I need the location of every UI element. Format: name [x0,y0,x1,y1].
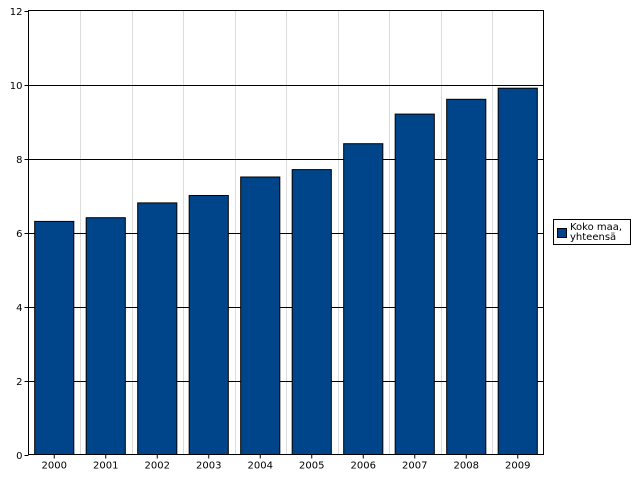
legend-swatch [557,228,567,238]
bar-2008 [446,98,487,456]
x-tick-label: 2001 [93,461,118,472]
bars [34,87,538,456]
x-tick-label: 2002 [145,461,170,472]
bar-2003 [188,195,229,455]
bar-2000 [34,220,75,455]
y-tick-label: 4 [16,303,22,314]
x-axis-ticks: 2000 2001 2002 2003 2004 2005 2006 2007 2008 2009 [42,454,530,472]
bar-2002 [137,202,178,455]
y-tick-label: 2 [16,377,22,388]
x-tick-label: 2000 [42,461,67,472]
bar-2007 [394,113,435,455]
legend-label: Koko maa, yhteensä [570,222,623,243]
x-tick-label: 2004 [248,461,273,472]
x-tick-label: 2008 [454,461,479,472]
y-tick-label: 8 [16,155,22,166]
x-tick-label: 2007 [402,461,427,472]
x-tick-label: 2003 [196,461,221,472]
y-tick-label: 0 [16,451,22,462]
x-tick-label: 2005 [299,461,324,472]
plot-area-frame [28,10,544,455]
bar-2009 [497,87,538,455]
y-tick-label: 12 [10,7,23,18]
y-tick-label: 10 [10,81,23,92]
x-tick-label: 2006 [351,461,376,472]
vertical-gridlines [80,10,493,455]
y-tick-label: 6 [16,229,22,240]
legend: Koko maa, yhteensä [553,219,631,245]
bar-2001 [85,217,126,455]
bar-2005 [291,169,332,455]
bar-2006 [343,143,384,455]
bar-2004 [240,176,281,455]
y-axis-ticks: 0 2 4 6 8 10 12 [10,7,29,462]
x-tick-label: 2009 [505,461,530,472]
